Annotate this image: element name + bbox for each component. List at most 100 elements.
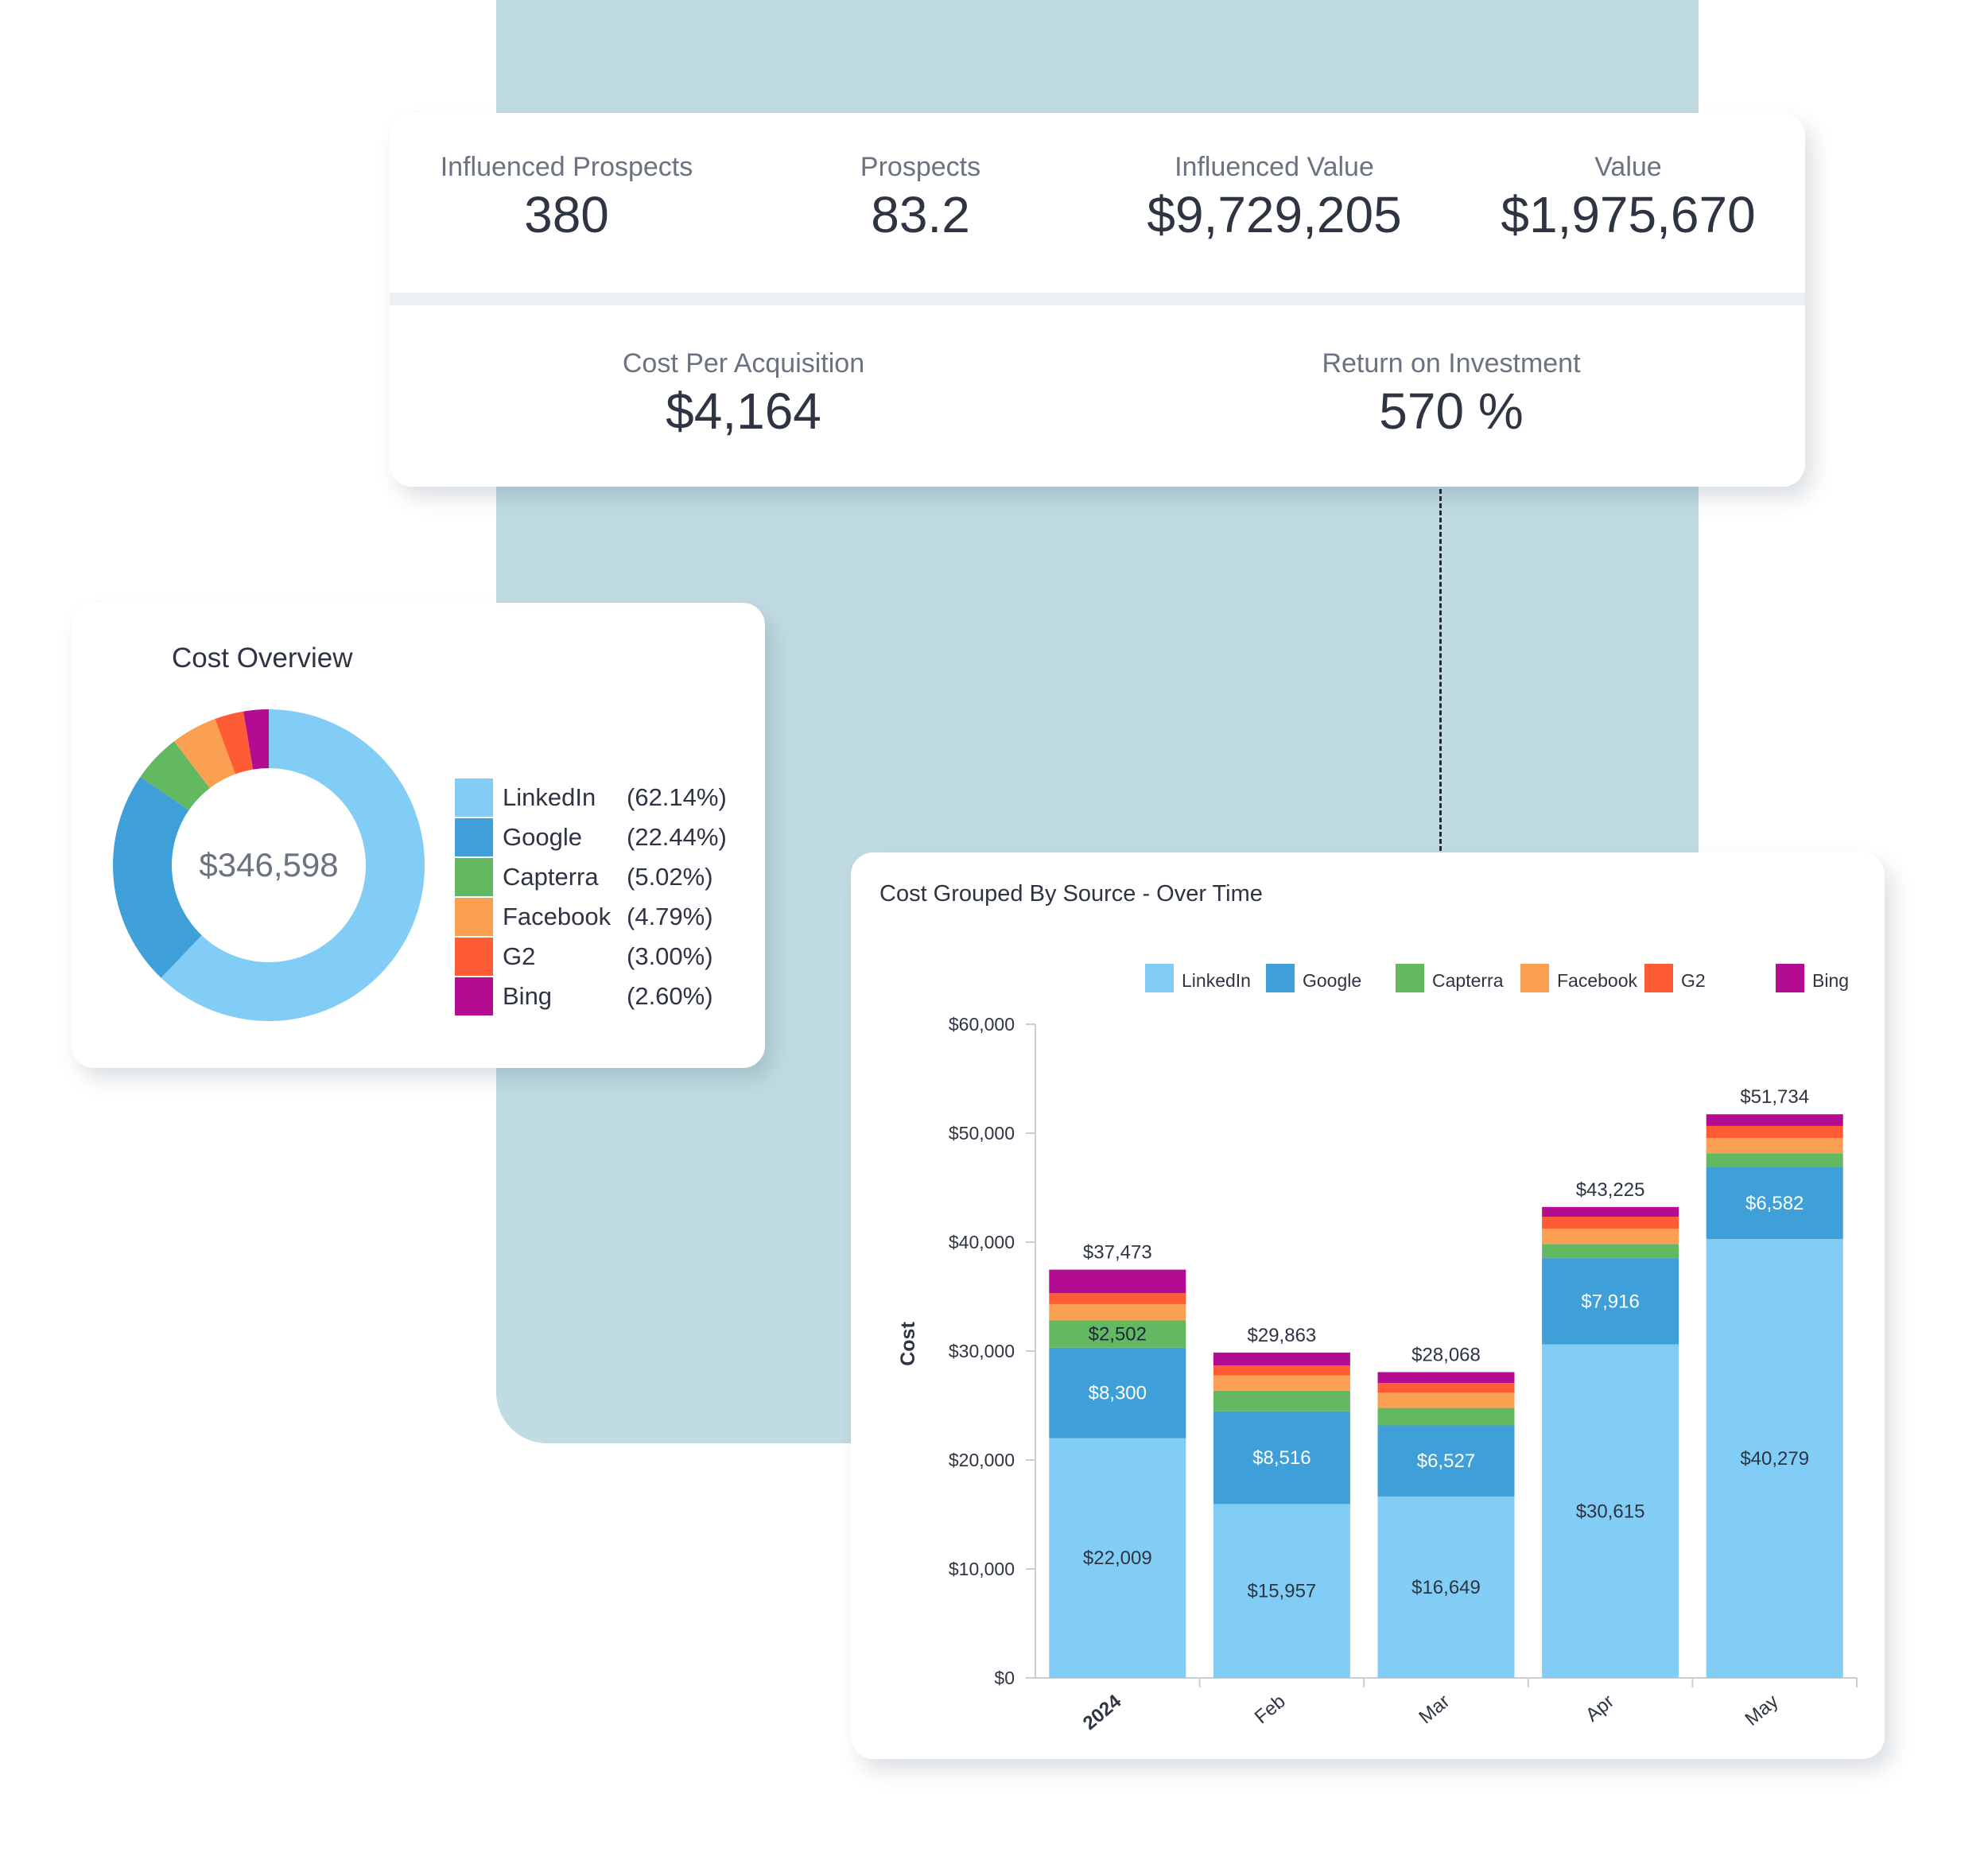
bar-segment-capterra: [1542, 1244, 1679, 1259]
bar-segment-g2: [1377, 1383, 1515, 1393]
kpi-label: Return on Investment: [1322, 348, 1581, 379]
legend-item-bing: Bing: [1776, 964, 1849, 992]
legend-percent: (62.14%): [627, 783, 727, 811]
y-tick-label: $10,000: [949, 1559, 1015, 1579]
bar-total-label: $28,068: [1411, 1344, 1481, 1365]
bar-total-label: $51,734: [1740, 1086, 1809, 1108]
bar-segment-capterra: [1213, 1390, 1350, 1412]
kpi-cost-per-acquisition: Cost Per Acquisition $4,164: [390, 348, 1097, 483]
donut-slice-capterra: [140, 741, 210, 810]
bar-segment-label: $2,502: [1089, 1324, 1147, 1345]
bar-mar: $16,649 $6,527 $28,068: [1377, 1344, 1515, 1678]
bar-segment-capterra: [1377, 1408, 1515, 1426]
bar-segment-label: $7,916: [1581, 1291, 1639, 1312]
bar-segment-google: [1213, 1411, 1350, 1505]
y-axis-label: Cost: [897, 1322, 919, 1366]
bar-segment-google: [1706, 1167, 1843, 1240]
legend-swatch: [455, 858, 493, 896]
legend-percent: (4.79%): [627, 903, 713, 930]
bar-segment-bing: [1377, 1372, 1515, 1384]
bar-segment-g2: [1542, 1217, 1679, 1229]
kpi-label: Influenced Prospects: [440, 152, 693, 182]
y-tick-label: $20,000: [949, 1450, 1015, 1470]
kpi-value: 380: [524, 186, 609, 243]
legend-percent: (3.00%): [627, 942, 713, 970]
bar-segment-label: $8,516: [1252, 1447, 1310, 1469]
legend-percent: (5.02%): [627, 863, 713, 891]
legend-label: Bing: [1812, 970, 1849, 991]
bar-segment-label: $15,957: [1248, 1581, 1317, 1602]
legend-swatch: [1145, 964, 1174, 992]
bar-segment-facebook: [1542, 1229, 1679, 1245]
x-tick-label: Apr: [1582, 1691, 1618, 1726]
donut-center-value: $346,598: [199, 846, 338, 883]
y-tick-label: $60,000: [949, 1014, 1015, 1035]
legend-label: LinkedIn: [1182, 970, 1251, 991]
legend-swatch: [455, 977, 493, 1015]
bar-segment-facebook: [1049, 1303, 1186, 1321]
bar-segment-linkedin: [1706, 1239, 1843, 1678]
donut-slice-g2: [215, 711, 254, 775]
legend-swatch: [1266, 964, 1295, 992]
bar-segment-facebook: [1706, 1138, 1843, 1154]
bar-segment-linkedin: [1542, 1344, 1679, 1678]
x-tick-label: 2024: [1079, 1690, 1126, 1734]
bar-segment-label: $6,582: [1745, 1193, 1804, 1214]
y-tick-label: $50,000: [949, 1123, 1015, 1144]
legend-swatch: [455, 898, 493, 936]
cost-overview-card: Cost Overview $346,598 LinkedIn (62.14%)…: [72, 603, 765, 1068]
kpi-value: 570 %: [1379, 382, 1524, 440]
kpi-return-on-investment: Return on Investment 570 %: [1097, 348, 1805, 483]
legend-item-capterra: Capterra: [1396, 964, 1504, 992]
kpi-label: Cost Per Acquisition: [622, 348, 865, 379]
legend-swatch: [455, 938, 493, 976]
bar-segment-linkedin: [1049, 1438, 1186, 1678]
bar-segment-linkedin: [1377, 1496, 1515, 1678]
legend-item-facebook: Facebook: [1520, 964, 1638, 992]
bar-segment-bing: [1542, 1206, 1679, 1217]
legend-name: G2: [503, 942, 536, 970]
bar-segment-g2: [1049, 1293, 1186, 1304]
kpi-influenced-value: Influenced Value $9,729,205: [1097, 151, 1451, 286]
legend-item-linkedin: LinkedIn (62.14%): [455, 778, 727, 817]
legend-name: Bing: [503, 982, 553, 1010]
bar-segment-label: $30,615: [1576, 1501, 1645, 1522]
kpi-label: Influenced Value: [1175, 152, 1374, 182]
kpi-label: Value: [1594, 152, 1662, 182]
donut-slice-bing: [243, 709, 269, 770]
y-tick-label: $30,000: [949, 1341, 1015, 1361]
bar-segment-linkedin: [1213, 1504, 1350, 1678]
legend-name: Capterra: [503, 863, 599, 891]
legend-swatch: [1520, 964, 1549, 992]
kpi-value-total: Value $1,975,670: [1451, 151, 1805, 286]
legend-label: Capterra: [1432, 970, 1504, 991]
kpi-row-top: Influenced Prospects 380 Prospects 83.2 …: [390, 151, 1805, 286]
legend-item-g2: G2 (3.00%): [455, 937, 727, 977]
cost-overview-title: Cost Overview: [172, 643, 353, 674]
donut-slice-facebook: [173, 719, 235, 789]
legend-item-linkedin: LinkedIn: [1145, 964, 1251, 992]
cost-by-source-card: Cost Grouped By Source - Over Time Linke…: [851, 852, 1885, 1759]
kpi-influenced-prospects: Influenced Prospects 380: [390, 151, 744, 286]
bar-feb: $15,957 $8,516 $29,863: [1213, 1325, 1350, 1678]
bar-may: $40,279 $6,582 $51,734: [1706, 1086, 1843, 1678]
bar-total-label: $37,473: [1083, 1242, 1152, 1264]
bar-segment-g2: [1706, 1125, 1843, 1139]
kpi-value: $1,975,670: [1501, 186, 1756, 243]
bar-segment-facebook: [1213, 1375, 1350, 1391]
legend-item-google: Google (22.44%): [455, 817, 727, 857]
x-tick-label: May: [1741, 1691, 1782, 1730]
legend-label: Google: [1303, 970, 1361, 991]
legend-name: LinkedIn: [503, 783, 596, 811]
connector-dashed-line: [1439, 489, 1442, 851]
legend-label: G2: [1681, 970, 1706, 991]
legend-swatch: [1396, 964, 1424, 992]
bar-segment-label: $40,279: [1740, 1448, 1809, 1470]
bar-segment-label: $6,527: [1417, 1450, 1475, 1472]
kpi-card: Influenced Prospects 380 Prospects 83.2 …: [390, 113, 1805, 487]
kpi-value: $4,164: [666, 382, 821, 440]
y-tick-label: $40,000: [949, 1232, 1015, 1252]
legend-name: Google: [503, 823, 582, 851]
bar-total-label: $43,225: [1576, 1179, 1645, 1201]
legend-percent: (2.60%): [627, 982, 713, 1010]
